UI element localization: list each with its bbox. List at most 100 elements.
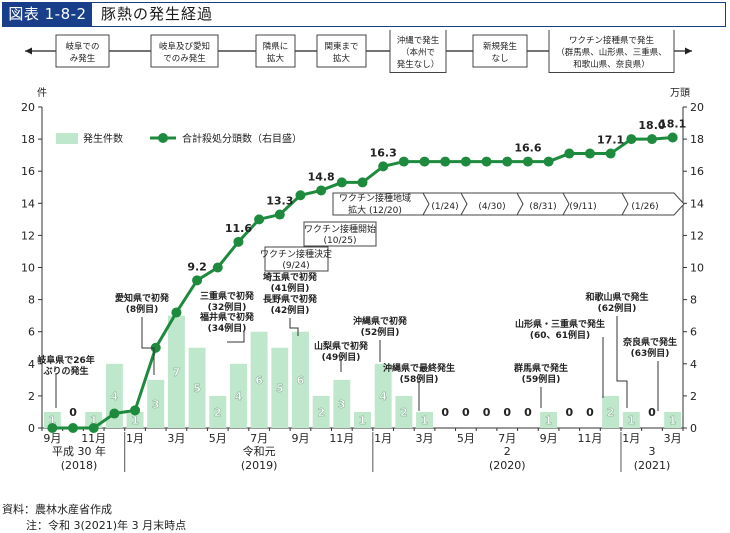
y-left-tick-label: 4	[28, 358, 35, 371]
y-left-tick-label: 12	[21, 229, 35, 242]
annotation-label: 沖縄県で最終発生	[383, 362, 455, 374]
bar	[271, 347, 289, 428]
stage-label: （群馬県、山形県、三重県、	[556, 47, 667, 58]
date-note: 注：令和 3(2021)年 3 月末時点	[26, 519, 187, 532]
bar-value-label: 0	[483, 406, 491, 419]
bar-value-label: 1	[669, 414, 677, 427]
line-point	[47, 423, 58, 433]
annotation-label: (52例目)	[361, 326, 400, 338]
line-point	[481, 156, 492, 167]
bar	[312, 395, 330, 428]
x-tick-label: 7月	[498, 432, 516, 445]
bar-value-label: 1	[49, 414, 57, 427]
line-value-label: 16.3	[370, 146, 397, 159]
line-point	[212, 262, 223, 273]
bar-value-label: 3	[338, 398, 346, 411]
bar	[250, 331, 268, 428]
y-left-tick-label: 2	[28, 390, 35, 403]
line-point	[398, 156, 409, 167]
y-right-tick-label: 2	[690, 390, 697, 403]
line-point	[254, 214, 265, 225]
bar-value-label: 2	[607, 406, 615, 419]
bar-value-label: 1	[545, 414, 553, 427]
bar	[602, 395, 620, 428]
x-tick-label: 5月	[209, 432, 227, 445]
bar-value-label: 0	[586, 406, 594, 419]
bar-value-label: 0	[524, 406, 532, 419]
bar-value-label: 3	[152, 398, 160, 411]
line-point	[584, 148, 595, 159]
vaccine-start-label: ワクチン接種開始	[304, 223, 376, 235]
vaccine-area-divider	[562, 192, 570, 216]
annotation-leader	[227, 330, 245, 343]
line-point	[646, 134, 657, 145]
legend-line-marker	[158, 133, 168, 143]
y-left-tick-label: 8	[28, 294, 35, 307]
x-tick-label: 7月	[250, 432, 268, 445]
line-point	[626, 134, 637, 145]
year-label: 平成 30 年	[52, 444, 106, 458]
line-value-label: 18.0	[638, 119, 665, 132]
annotation-label: 三重県で初発	[200, 290, 255, 302]
bar-value-label: 2	[400, 406, 408, 419]
legend-bar-swatch	[56, 133, 78, 144]
year-label: (2019)	[241, 459, 278, 472]
stage-arrow-left	[25, 47, 32, 55]
bar-value-label: 5	[276, 382, 284, 395]
line-value-label: 18.1	[659, 117, 686, 130]
annotation-label: 和歌山県で発生	[584, 291, 648, 303]
year-label: 令和元	[243, 444, 276, 458]
line-point	[419, 156, 430, 167]
line-point	[68, 423, 79, 433]
stage-label: 岐阜での	[65, 41, 99, 52]
y-left-unit: 件	[37, 87, 47, 99]
vaccine-area-divider	[460, 192, 468, 216]
annotation-label: (32例目)	[208, 301, 247, 313]
x-tick-label: 9月	[540, 432, 558, 445]
annotation-label: (42例目)	[271, 304, 310, 316]
x-tick-label: 1月	[126, 432, 144, 445]
x-tick-label: 3月	[664, 432, 682, 445]
line-point	[543, 156, 554, 167]
y-right-tick-label: 12	[690, 229, 704, 242]
bar-value-label: 6	[297, 374, 305, 387]
stage-label: 関東まで	[324, 41, 358, 52]
vaccine-start-label: (10/25)	[324, 236, 357, 246]
year-label: 2	[504, 445, 511, 458]
vaccine-area-divider	[422, 192, 430, 216]
bar-value-label: 4	[235, 390, 243, 403]
bar-value-label: 1	[90, 414, 98, 427]
figure-title: 豚熱の発生経過	[101, 5, 214, 23]
line-point	[171, 307, 182, 318]
bar	[126, 411, 144, 428]
legend-line-label: 合計殺処分頭数（右目盛）	[182, 132, 302, 145]
bar	[374, 363, 392, 428]
line-value-label: 9.2	[187, 260, 207, 273]
annotation-label: 福井県で初発	[199, 311, 255, 323]
x-tick-label: 1月	[622, 432, 640, 445]
line-point	[316, 185, 327, 196]
stage-box	[316, 34, 367, 68]
annotation-label: (60、61例目)	[530, 329, 590, 341]
line-value-label: 14.8	[308, 170, 335, 183]
bar-value-label: 0	[503, 406, 511, 419]
figure-number: 図表 1-8-2	[3, 3, 92, 26]
bar	[333, 379, 351, 428]
line-point	[150, 342, 161, 353]
annotation-label: (8例目)	[126, 303, 159, 315]
annotation-label: 群馬県で発生	[513, 362, 568, 374]
line-point	[502, 156, 513, 167]
bar	[188, 347, 206, 428]
y-right-tick-label: 16	[690, 165, 704, 178]
y-right-tick-label: 14	[690, 197, 704, 210]
year-label: 3	[648, 445, 655, 458]
stage-label: 岐阜及び愛知	[159, 41, 210, 52]
line-point	[357, 177, 368, 188]
bar	[354, 411, 371, 428]
y-right-tick-label: 0	[690, 422, 697, 435]
annotation-label: (58例目)	[400, 373, 439, 385]
line-value-label: 11.6	[225, 222, 252, 235]
year-label: (2021)	[634, 459, 671, 472]
vaccine-area-divider	[621, 192, 629, 216]
bar-value-label: 4	[111, 390, 119, 403]
